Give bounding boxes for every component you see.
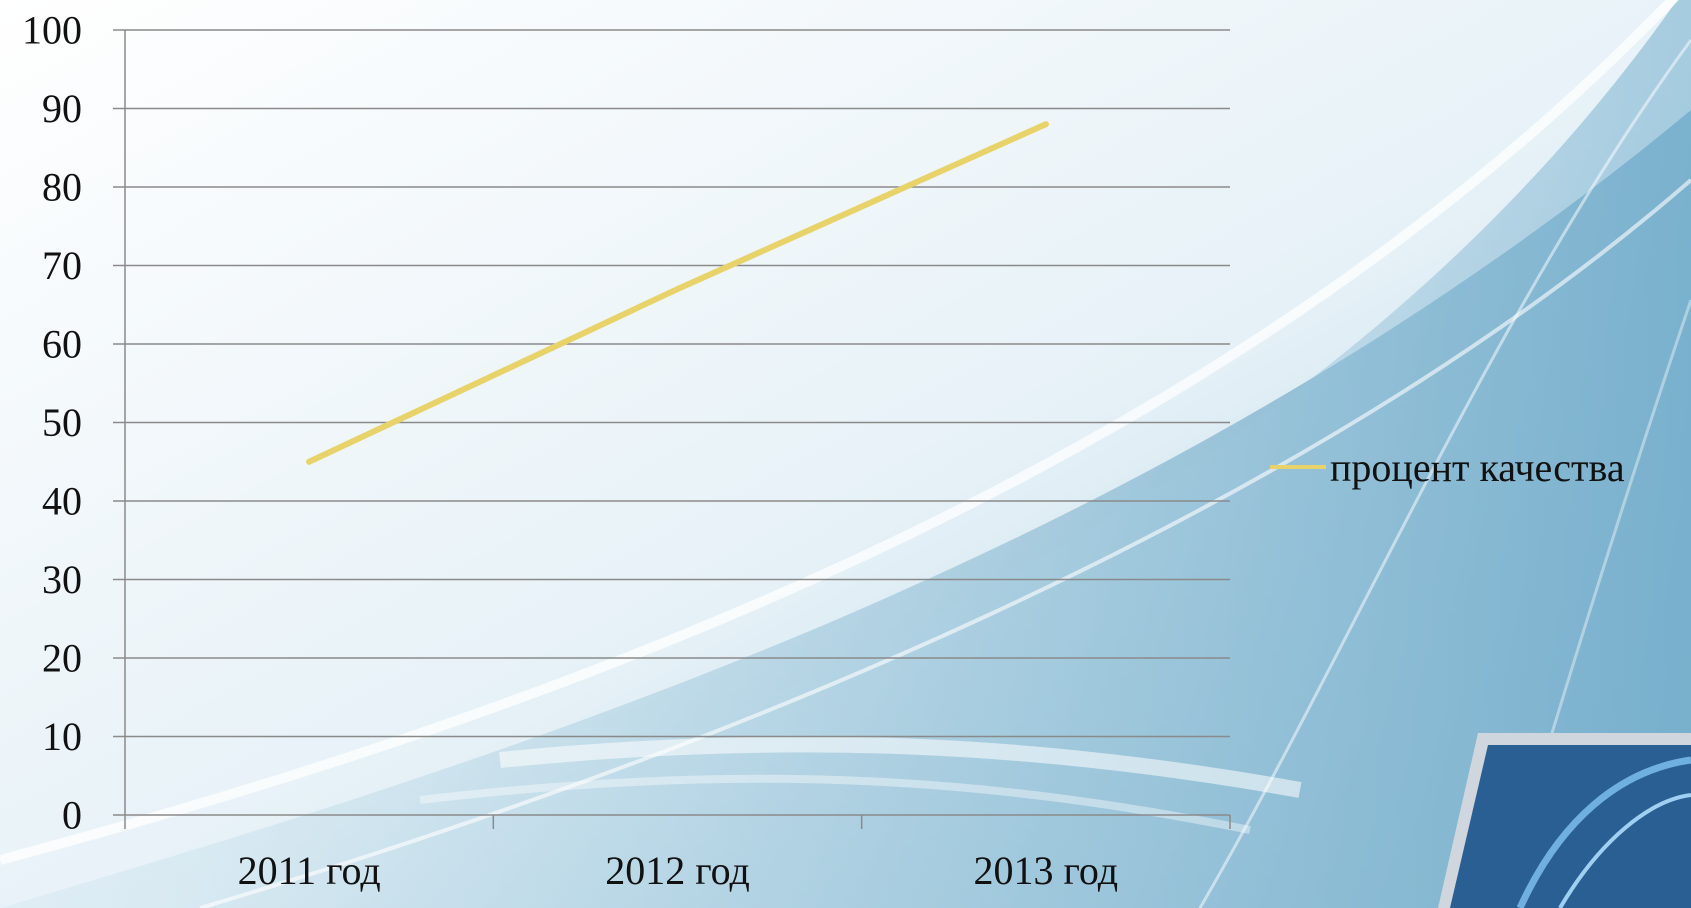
y-tick-label: 80 bbox=[42, 165, 82, 210]
y-tick-label: 30 bbox=[42, 557, 82, 602]
data-point-0-1 bbox=[674, 286, 681, 293]
data-point-0-2 bbox=[1042, 121, 1049, 128]
gridlines bbox=[125, 29, 1230, 738]
y-tick-label: 20 bbox=[42, 636, 82, 681]
laptop-image bbox=[1438, 733, 1691, 908]
y-axis-tick-labels: 0 10 20 30 40 50 60 70 80 90 100 bbox=[22, 8, 82, 838]
legend-label-series-0: процент качества bbox=[1330, 444, 1625, 490]
series-lines bbox=[306, 121, 1049, 465]
y-tick-label: 90 bbox=[42, 86, 82, 131]
x-tick-label: 2012 год bbox=[605, 848, 750, 893]
legend: процент качества bbox=[1270, 442, 1625, 492]
y-tick-label: 50 bbox=[42, 400, 82, 445]
series-line-0 bbox=[306, 121, 1049, 465]
x-tick-label: 2011 год bbox=[238, 848, 381, 893]
y-tick-label: 40 bbox=[42, 479, 82, 524]
y-tick-label: 0 bbox=[62, 793, 82, 838]
y-tick-label: 10 bbox=[42, 714, 82, 759]
data-point-0-0 bbox=[306, 458, 313, 465]
x-axis-tick-labels: 2011 год 2012 год 2013 год bbox=[238, 848, 1119, 893]
y-tick-label: 70 bbox=[42, 243, 82, 288]
axes bbox=[113, 29, 1231, 829]
y-tick-label: 100 bbox=[22, 8, 82, 53]
legend-swatch bbox=[1270, 465, 1326, 469]
x-tick-label: 2013 год bbox=[974, 848, 1119, 893]
y-tick-label: 60 bbox=[42, 322, 82, 367]
